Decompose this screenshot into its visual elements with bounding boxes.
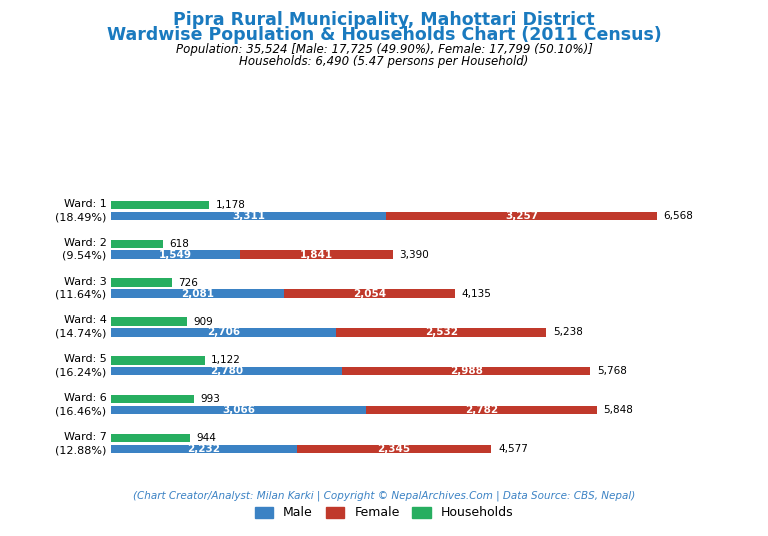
Text: 2,780: 2,780: [210, 366, 243, 376]
Bar: [111, 356, 204, 364]
Bar: [111, 289, 284, 298]
Bar: [111, 434, 190, 442]
Bar: [366, 406, 597, 414]
Text: Population: 35,524 [Male: 17,725 (49.90%), Female: 17,799 (50.10%)]: Population: 35,524 [Male: 17,725 (49.90%…: [176, 43, 592, 56]
Text: 944: 944: [197, 433, 217, 443]
Bar: [111, 240, 163, 248]
Text: 2,532: 2,532: [425, 327, 458, 337]
Bar: [111, 444, 296, 453]
Bar: [111, 212, 386, 220]
Text: 993: 993: [200, 394, 220, 404]
Text: 1,549: 1,549: [159, 250, 192, 260]
Text: 2,054: 2,054: [353, 288, 386, 299]
Bar: [111, 395, 194, 404]
Text: 3,390: 3,390: [399, 250, 429, 260]
Bar: [111, 201, 209, 210]
Text: Pipra Rural Municipality, Mahottari District: Pipra Rural Municipality, Mahottari Dist…: [174, 11, 594, 29]
Text: 3,257: 3,257: [505, 211, 538, 221]
Text: 1,122: 1,122: [211, 355, 241, 366]
Bar: [111, 406, 366, 414]
Text: 3,311: 3,311: [232, 211, 265, 221]
Bar: [336, 328, 546, 337]
Bar: [111, 328, 336, 337]
Text: 5,768: 5,768: [597, 366, 627, 376]
Text: 1,178: 1,178: [216, 200, 246, 210]
Text: 726: 726: [178, 278, 198, 288]
Bar: [343, 367, 591, 376]
Bar: [111, 278, 171, 287]
Bar: [111, 367, 343, 376]
Text: 3,066: 3,066: [222, 405, 255, 415]
Text: Wardwise Population & Households Chart (2011 Census): Wardwise Population & Households Chart (…: [107, 26, 661, 44]
Text: 5,238: 5,238: [553, 327, 583, 337]
Text: 2,345: 2,345: [377, 444, 411, 454]
Text: 6,568: 6,568: [664, 211, 694, 221]
Text: 1,841: 1,841: [300, 250, 333, 260]
Text: 2,081: 2,081: [181, 288, 214, 299]
Text: 2,232: 2,232: [187, 444, 220, 454]
Bar: [284, 289, 455, 298]
Text: 2,782: 2,782: [465, 405, 498, 415]
Text: (Chart Creator/Analyst: Milan Karki | Copyright © NepalArchives.Com | Data Sourc: (Chart Creator/Analyst: Milan Karki | Co…: [133, 490, 635, 501]
Bar: [386, 212, 657, 220]
Text: 2,706: 2,706: [207, 327, 240, 337]
Bar: [296, 444, 492, 453]
Text: 2,988: 2,988: [450, 366, 482, 376]
Text: 5,848: 5,848: [604, 405, 634, 415]
Text: 4,577: 4,577: [498, 444, 528, 454]
Text: 909: 909: [194, 317, 214, 326]
Text: 618: 618: [169, 239, 189, 249]
Legend: Male, Female, Households: Male, Female, Households: [250, 501, 518, 524]
Text: 4,135: 4,135: [462, 288, 492, 299]
Text: Households: 6,490 (5.47 persons per Household): Households: 6,490 (5.47 persons per Hous…: [240, 55, 528, 68]
Bar: [111, 250, 240, 259]
Bar: [240, 250, 392, 259]
Bar: [111, 317, 187, 326]
